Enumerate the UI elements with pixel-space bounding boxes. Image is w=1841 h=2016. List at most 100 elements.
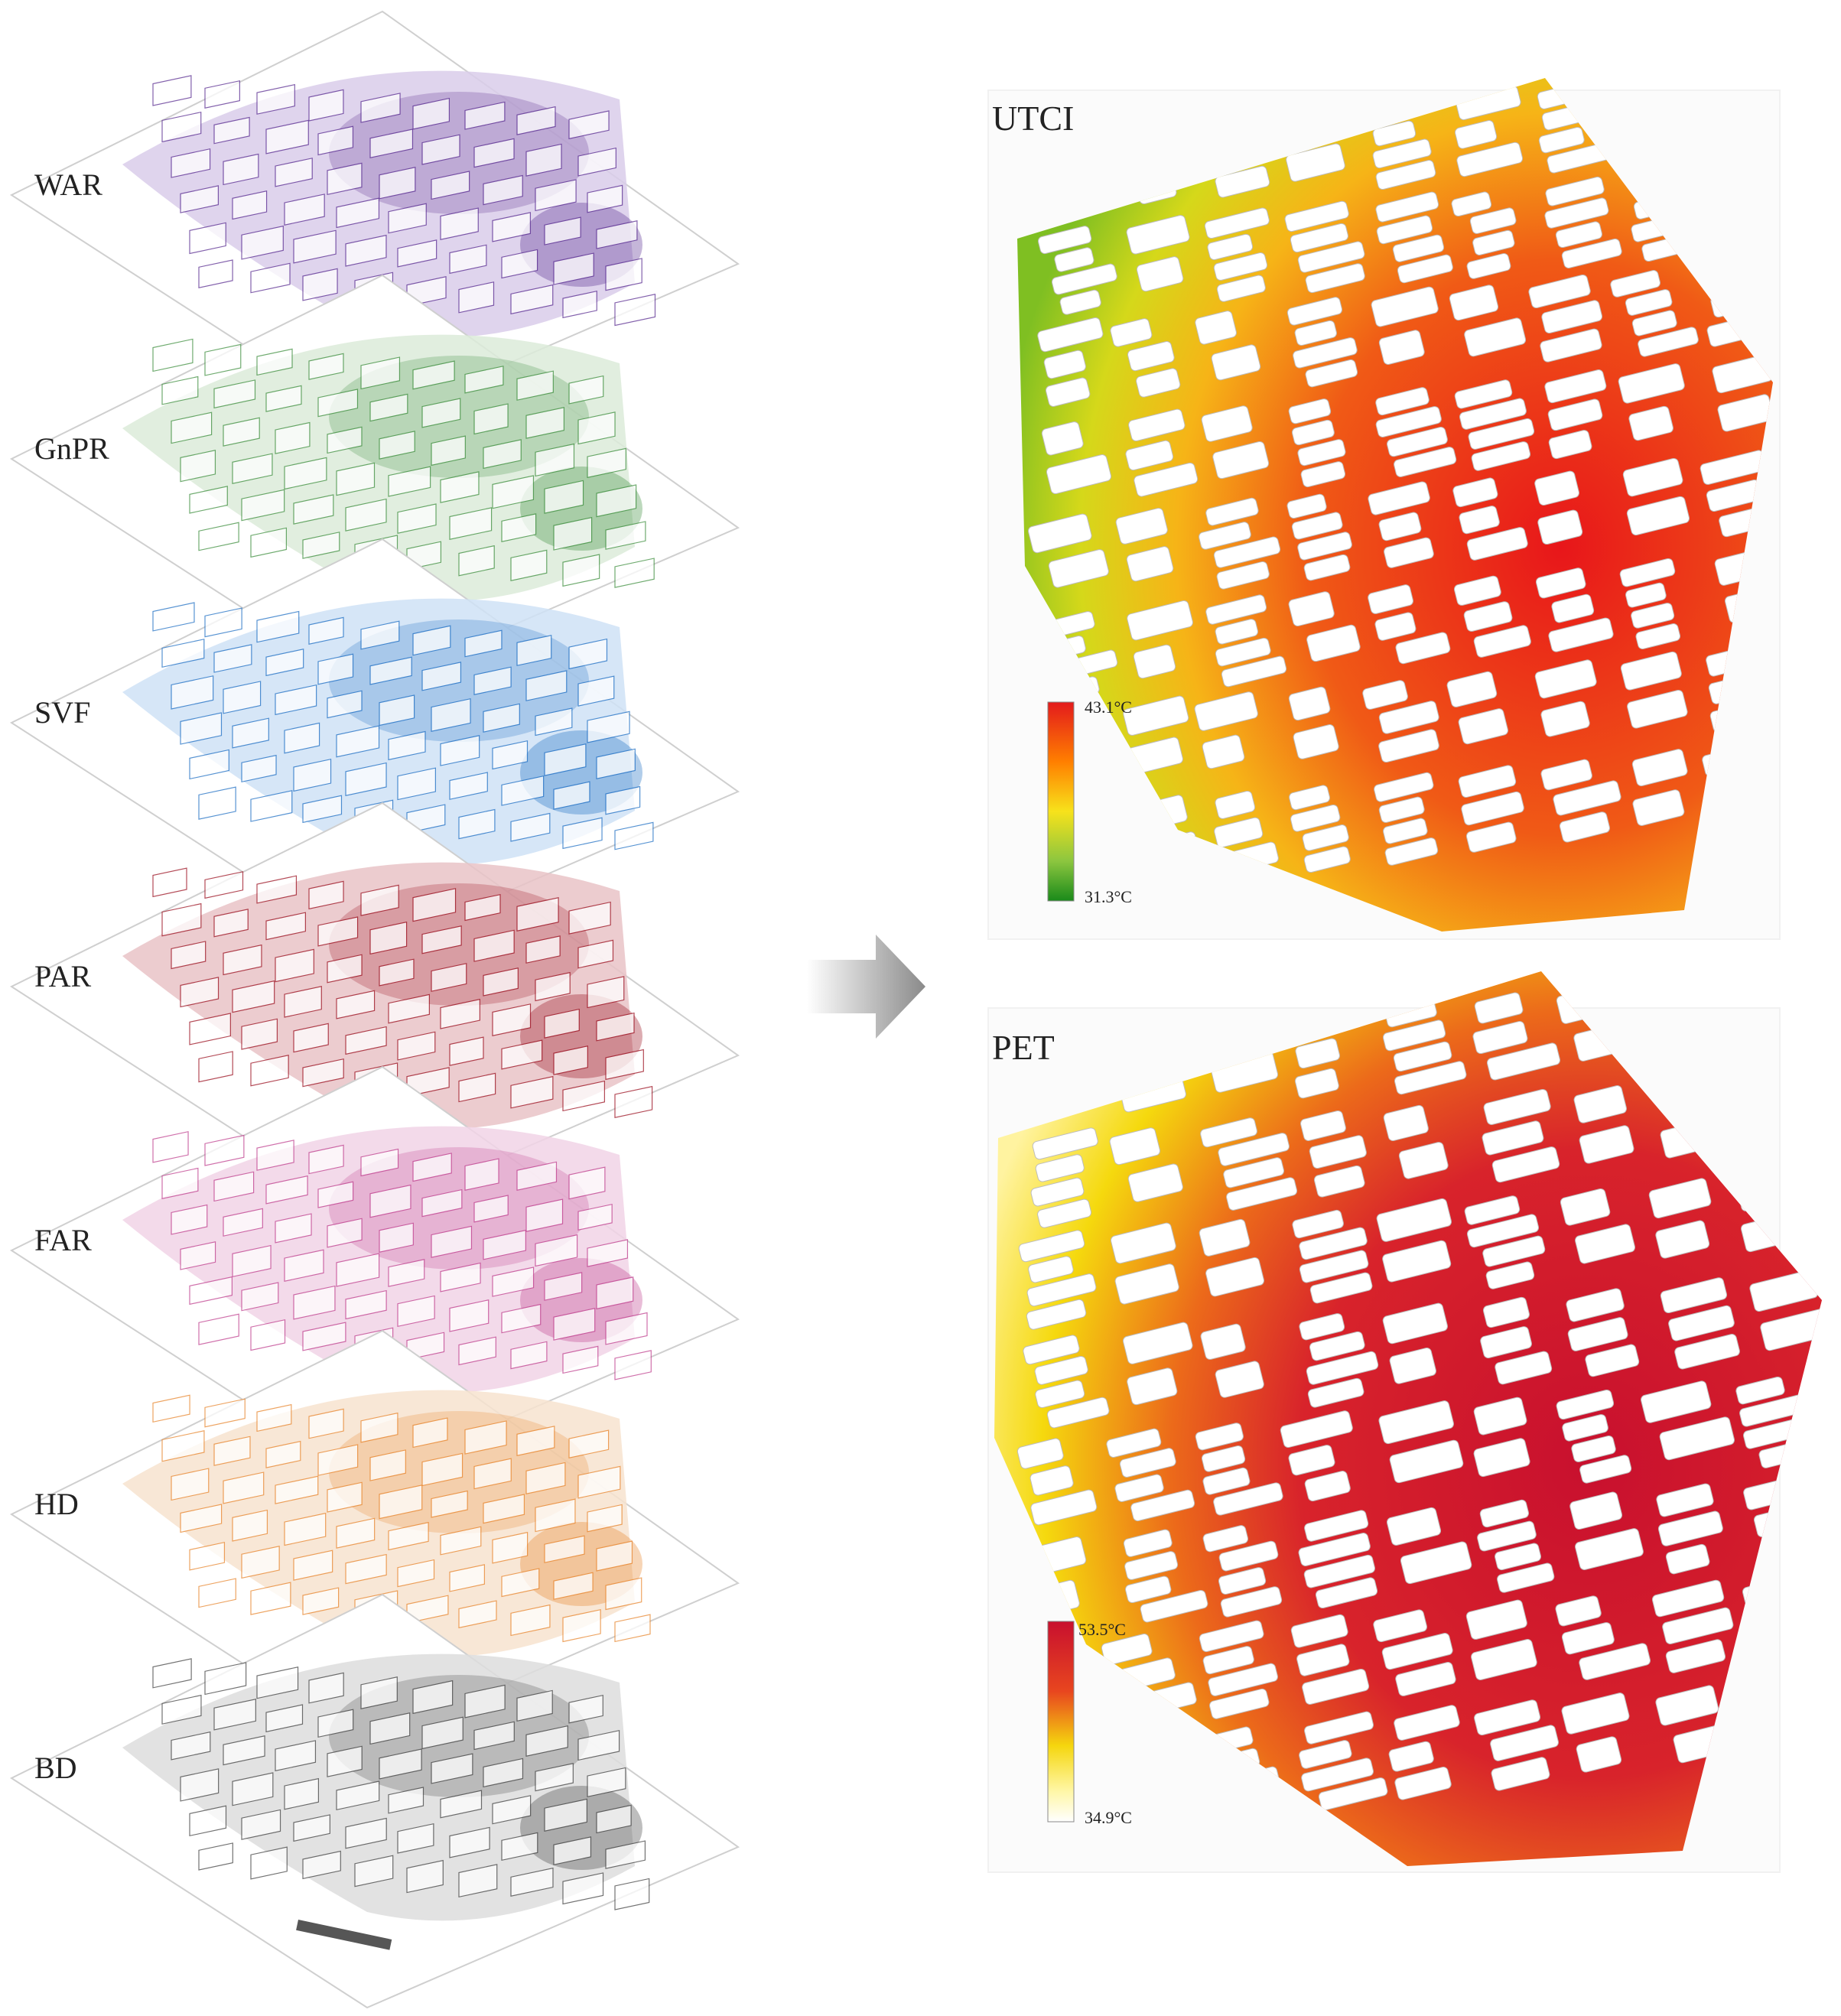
building-block: [1292, 1209, 1373, 1304]
building-block: [1660, 1277, 1740, 1370]
building-block: [1458, 765, 1524, 853]
building-block: [1375, 387, 1457, 477]
building-block: [1037, 226, 1117, 315]
building-block: [1115, 508, 1174, 582]
building-block: [1641, 1380, 1735, 1461]
building-block: [1383, 1104, 1449, 1179]
pet-max-label: 53.5°C: [1078, 1620, 1126, 1639]
building-block: [1454, 379, 1535, 471]
building-block: [1453, 575, 1531, 658]
building-block: [1037, 317, 1104, 407]
building-block: [1023, 1335, 1110, 1429]
building-block: [1544, 176, 1622, 268]
building-block: [1202, 1525, 1283, 1618]
building-block: [1560, 1188, 1635, 1264]
building-block: [1109, 1127, 1183, 1202]
building-block: [1199, 1620, 1278, 1719]
building-block: [1362, 680, 1439, 763]
building-block: [1569, 1491, 1644, 1570]
building-block: [1125, 408, 1199, 497]
building-block: [1110, 318, 1181, 398]
building-block: [1288, 686, 1339, 759]
utci-color-bar: [1047, 701, 1075, 902]
utci-title: UTCI: [992, 99, 1074, 138]
pet-map: PET 53.5°C 34.9°C: [987, 971, 1822, 1873]
layer-blocks: [152, 75, 656, 327]
building-block: [1201, 405, 1270, 480]
building-block: [1378, 1400, 1464, 1484]
building-block: [1200, 1323, 1264, 1398]
layer-label: HD: [34, 1487, 79, 1521]
layer-par: PAR: [9, 802, 740, 1218]
building-block: [1386, 1507, 1472, 1585]
building-block: [1299, 1313, 1379, 1408]
building-block: [1528, 274, 1603, 363]
layer-stack: WAR GnPR SVF PAR FAR HD BD: [9, 10, 740, 2009]
building-block: [1480, 1296, 1553, 1385]
building-block: [1286, 297, 1358, 388]
building-block: [1288, 398, 1346, 488]
layer-label: SVF: [34, 695, 90, 730]
building-block: [1205, 594, 1287, 688]
layer-blocks: [152, 1658, 650, 1910]
layer-blocks: [152, 867, 653, 1118]
building-block: [1027, 513, 1109, 588]
flow-arrow: [807, 935, 925, 1039]
building-block: [1195, 1423, 1283, 1516]
building-block: [1451, 191, 1517, 279]
building-block: [1290, 1614, 1370, 1705]
building-block: [1373, 1609, 1456, 1696]
building-block: [1298, 1510, 1378, 1609]
building-block: [1289, 785, 1351, 873]
layer-label: WAR: [34, 167, 102, 202]
building-block: [1555, 1595, 1651, 1680]
building-block: [1648, 1178, 1712, 1259]
building-block: [1474, 1699, 1559, 1791]
building-block: [1127, 600, 1193, 679]
layer-far: FAR: [9, 1065, 740, 1481]
layer-label: PAR: [34, 959, 91, 993]
building-block: [1280, 1410, 1353, 1502]
building-block: [1473, 1397, 1530, 1478]
building-block: [1544, 369, 1607, 460]
pet-title: PET: [992, 1028, 1055, 1067]
building-block: [1199, 497, 1281, 590]
building-block: [1477, 1499, 1555, 1593]
layer-gnpr: GnPR: [9, 274, 740, 690]
building-block: [1656, 1483, 1723, 1575]
building-block: [1465, 1599, 1537, 1680]
building-block: [1534, 659, 1597, 737]
building-block: [1288, 591, 1361, 662]
building-block: [1371, 286, 1439, 365]
building-block: [1573, 1085, 1634, 1164]
building-block: [1566, 1288, 1640, 1377]
layer-label: BD: [34, 1751, 77, 1785]
building-block: [1535, 567, 1614, 652]
building-block: [1200, 1117, 1298, 1211]
layer-svf: SVF: [9, 538, 740, 954]
building-block: [1464, 1195, 1546, 1289]
building-block: [1622, 457, 1690, 536]
building-block: [1556, 1389, 1632, 1484]
utci-min-label: 31.3°C: [1085, 887, 1132, 906]
building-block: [1534, 470, 1583, 545]
utci-max-label: 43.1°C: [1085, 697, 1132, 717]
building-block: [1631, 749, 1688, 826]
building-block: [1016, 1438, 1098, 1526]
layer-blocks: [152, 1394, 651, 1643]
pet-color-bar: [1047, 1621, 1075, 1823]
building-block: [1376, 1198, 1452, 1283]
building-block: [1126, 215, 1190, 292]
building-block: [1106, 1428, 1195, 1522]
layer-label: GnPR: [34, 431, 109, 466]
building-block: [1472, 992, 1561, 1081]
building-block: [1214, 790, 1279, 874]
building-block: [1030, 1127, 1098, 1228]
building-block: [1375, 191, 1453, 284]
pet-min-label: 34.9°C: [1085, 1808, 1132, 1827]
building-block: [1618, 363, 1685, 441]
building-block: [1382, 1302, 1448, 1384]
building-block: [1286, 493, 1352, 581]
building-block: [1446, 671, 1508, 745]
